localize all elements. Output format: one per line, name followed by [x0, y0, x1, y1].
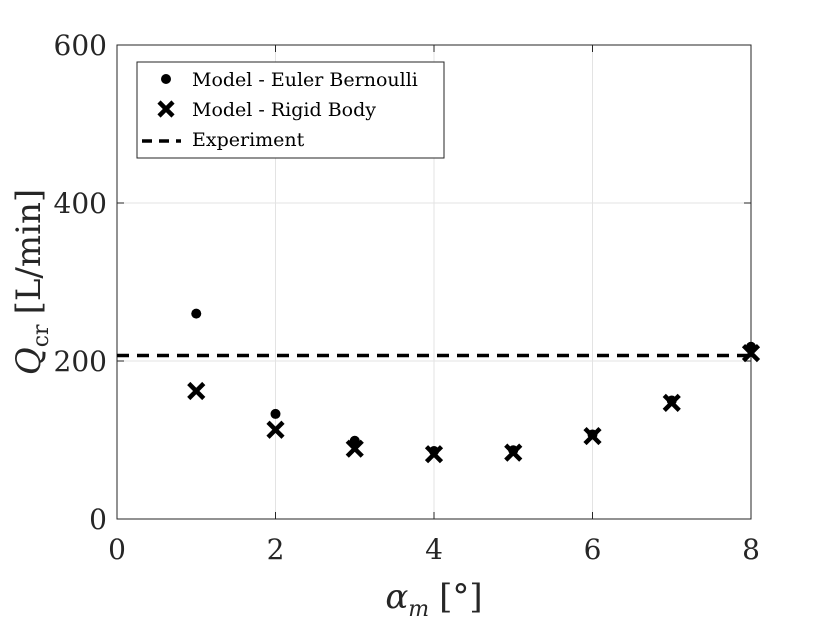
y-tick-label: 0	[89, 503, 107, 536]
y-tick-label: 200	[54, 345, 107, 378]
legend-label-euler-bernoulli: Model - Euler Bernoulli	[192, 69, 418, 91]
y-tick-label: 400	[54, 187, 107, 220]
rigid-body-point	[504, 443, 523, 462]
legend-dot-marker	[161, 74, 171, 84]
tick-layer: 0 2 4 6 8 0 200 400 600	[54, 29, 760, 566]
legend-x-marker	[157, 100, 175, 118]
rigid-body-point	[266, 420, 285, 439]
rigid-body-point	[662, 393, 681, 412]
x-tick-label: 6	[584, 533, 602, 566]
legend-label-rigid-body: Model - Rigid Body	[192, 99, 376, 121]
x-axis-unit: [°]	[439, 577, 483, 617]
legend-label-experiment: Experiment	[192, 129, 305, 151]
x-tick-label: 4	[425, 533, 443, 566]
x-axis-title: αm [°]	[385, 577, 482, 622]
legend: Model - Euler Bernoulli Model - Rigid Bo…	[136, 61, 445, 159]
rigid-body-point	[187, 381, 206, 401]
y-axis-symbol: Q	[9, 347, 49, 375]
y-tick-label: 600	[54, 29, 107, 62]
rigid-body-point	[741, 344, 761, 363]
rigid-body-point	[583, 426, 602, 446]
x-tick-label: 8	[742, 533, 760, 566]
x-tick-label: 0	[108, 533, 126, 566]
euler-bernoulli-point	[191, 308, 202, 319]
y-axis-unit: [L/min]	[9, 189, 49, 315]
x-tick-label: 2	[267, 533, 285, 566]
euler-bernoulli-point	[270, 408, 281, 419]
data-layer	[117, 308, 761, 464]
y-axis-subscript: cr	[29, 324, 54, 347]
rigid-body-point	[424, 445, 444, 464]
x-axis-subscript: m	[408, 597, 429, 622]
x-axis-symbol: α	[385, 577, 408, 617]
rigid-body-point	[345, 439, 364, 458]
legend-box	[136, 61, 445, 159]
y-axis-title: Qcr [L/min]	[9, 189, 54, 375]
